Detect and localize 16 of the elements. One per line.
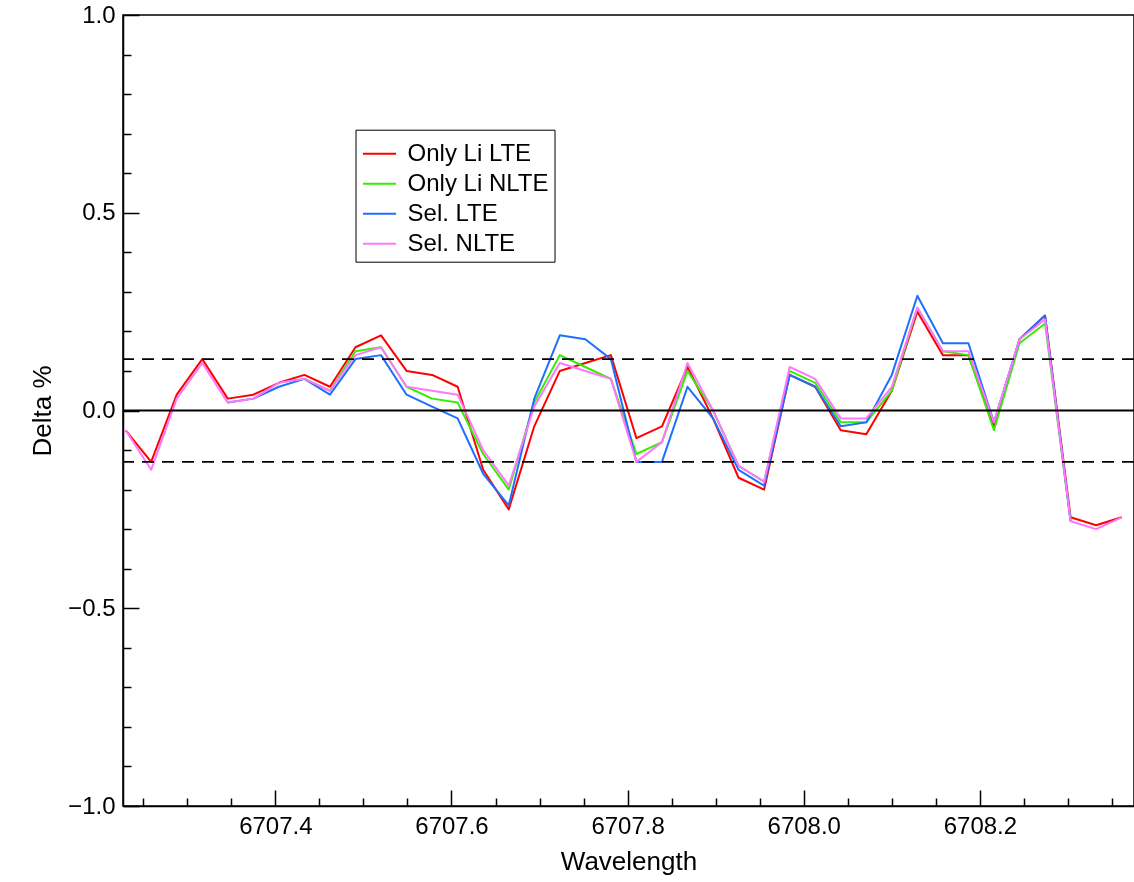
x-axis-title: Wavelength (560, 845, 698, 876)
legend-label: Sel. LTE (407, 198, 498, 226)
y-tick-label: 0.0 (82, 396, 116, 423)
y-axis-title: Delta % (27, 365, 58, 457)
legend-label: Only Li LTE (407, 138, 532, 166)
x-tick-label: 6707.6 (415, 811, 489, 839)
y-tick-label: 0.5 (82, 198, 116, 226)
x-tick-label: 6707.8 (591, 811, 665, 839)
y-tick-label: −1.0 (68, 791, 116, 819)
x-tick-label: 6708.0 (767, 811, 841, 839)
y-tick-label: −0.5 (68, 593, 116, 621)
legend-label: Only Li NLTE (407, 168, 549, 196)
x-tick-label: 6707.4 (239, 811, 313, 839)
legend-label: Sel. NLTE (407, 228, 516, 256)
x-tick-label: 6708.2 (943, 811, 1018, 839)
y-tick-label: 1.0 (82, 0, 116, 28)
